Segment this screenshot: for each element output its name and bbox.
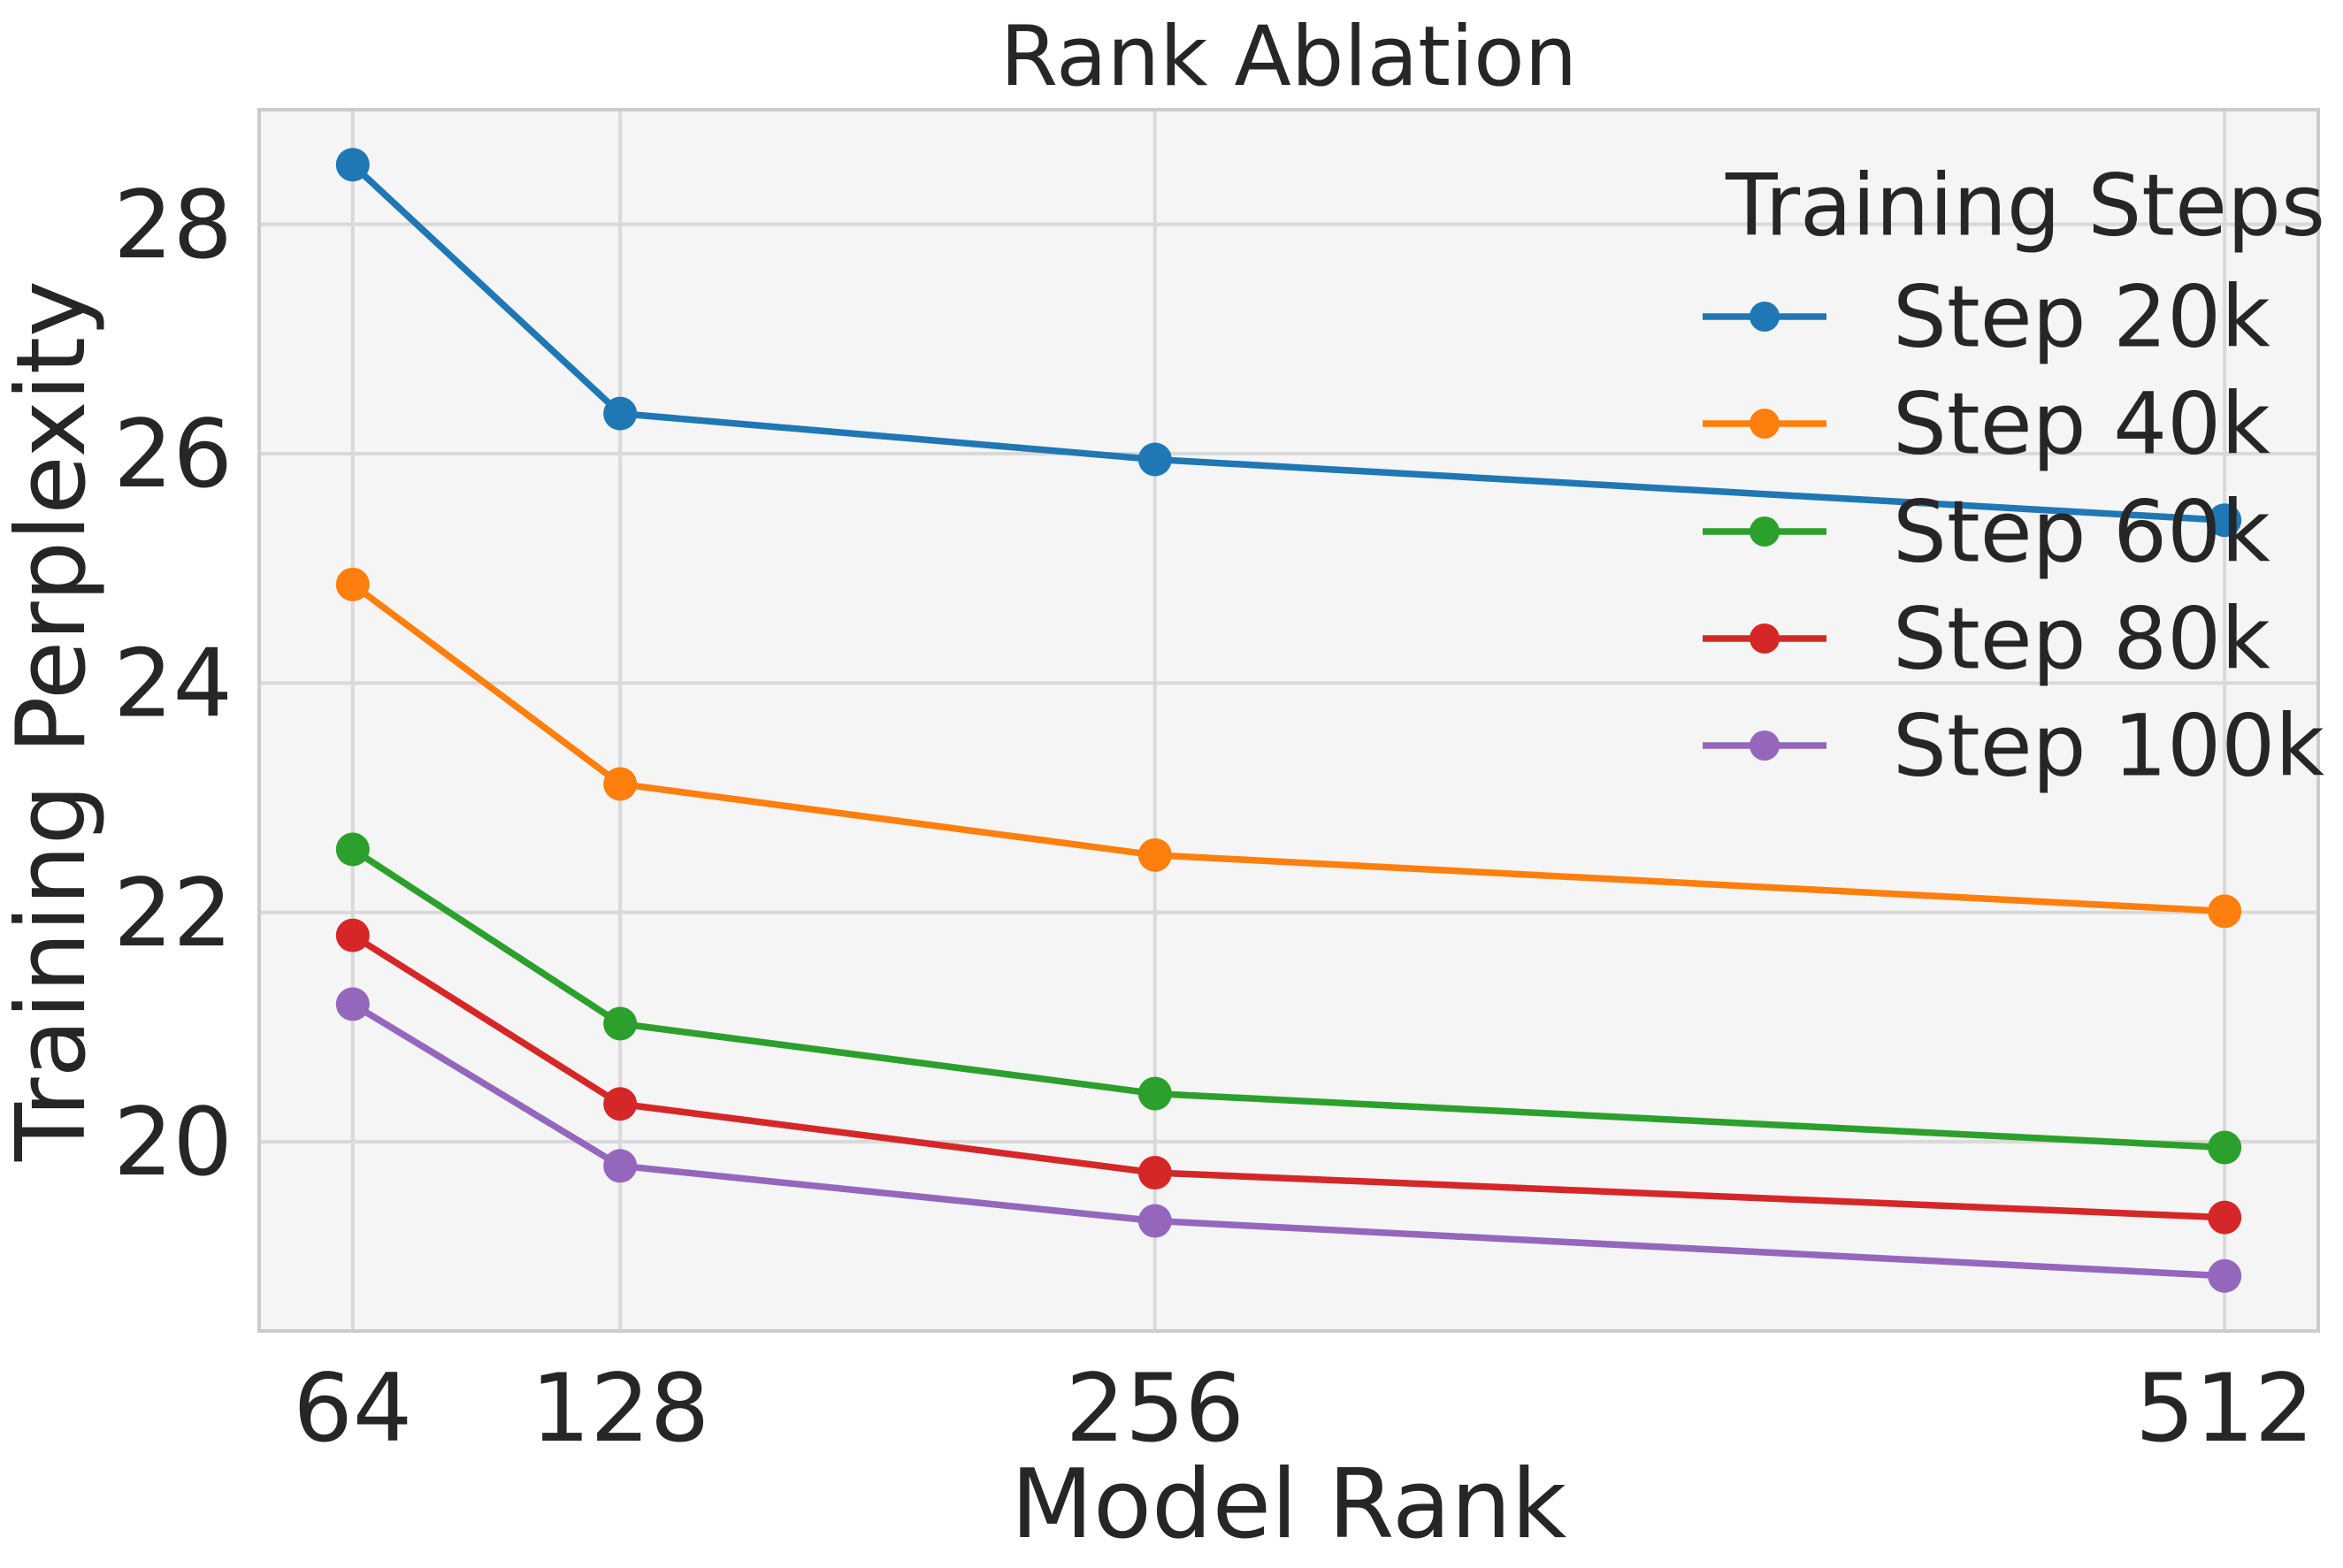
x-tick-label-64: 64 [293,1354,412,1463]
data-point-step-80k-rank-512 [2208,1200,2242,1235]
legend-sample-marker-step-20k [1750,302,1780,332]
legend-label-step-40k: Step 40k [1893,375,2270,474]
legend-label-step-60k: Step 60k [1893,483,2270,582]
chart-title: Rank Ablation [1000,9,1578,105]
data-point-step-60k-rank-128 [603,1006,638,1041]
legend-entry-step-40k: Step 40k [1703,375,2270,474]
data-point-step-60k-rank-64 [335,832,370,867]
data-point-step-80k-rank-128 [603,1087,638,1121]
data-point-step-40k-rank-256 [1137,838,1172,872]
plot-frame [257,108,2320,1333]
y-tick-label-24: 24 [113,629,233,738]
series-line-step-40k [349,581,2228,915]
y-tick-label-26: 26 [113,400,233,509]
data-point-step-100k-rank-64 [335,987,370,1021]
x-tick-label-512: 512 [2135,1354,2314,1463]
legend-label-step-80k: Step 80k [1893,590,2270,689]
data-point-step-80k-rank-256 [1137,1156,1172,1190]
data-point-step-20k-rank-64 [335,148,370,182]
y-tick-label-20: 20 [113,1088,233,1197]
plot-background-layer [259,110,2318,1331]
data-point-step-100k-rank-128 [603,1149,638,1183]
data-point-step-20k-rank-256 [1137,442,1172,477]
tick-label-layer: 64 128 256 512 20 22 24 26 28 [113,171,2314,1463]
plot-frame-layer [257,108,2320,1333]
x-tick-label-256: 256 [1066,1354,1244,1463]
data-point-step-40k-rank-64 [335,567,370,601]
x-axis-label: Model Rank [1011,1449,1567,1560]
legend-label-step-100k: Step 100k [1893,697,2324,796]
legend-entry-step-20k: Step 20k [1703,268,2270,367]
legend-sample-marker-step-80k [1750,623,1780,654]
data-point-step-80k-rank-64 [335,918,370,952]
data-point-step-20k-rank-128 [603,396,638,431]
legend-entry-step-100k: Step 100k [1703,697,2324,796]
series-line-step-60k [349,845,2228,1151]
data-point-step-100k-rank-256 [1137,1204,1172,1238]
series-layer [335,148,2242,1293]
data-point-step-60k-rank-512 [2208,1130,2242,1165]
y-tick-label-28: 28 [113,171,233,279]
series-line-step-100k [349,1000,2228,1280]
data-point-step-20k-rank-512 [2208,503,2242,538]
legend-title: Training Steps [1725,157,2325,256]
legend-sample-marker-step-40k [1750,409,1780,439]
data-point-step-40k-rank-128 [603,767,638,801]
legend-sample-marker-step-60k [1750,516,1780,547]
axes-background [259,110,2318,1331]
data-point-step-100k-rank-512 [2208,1258,2242,1293]
data-point-step-40k-rank-512 [2208,894,2242,929]
legend-label-step-20k: Step 20k [1893,268,2270,367]
gridline-layer [259,110,2318,1331]
legend-entry-step-80k: Step 80k [1703,590,2270,689]
x-tick-label-128: 128 [531,1354,709,1463]
legend-sample-marker-step-100k [1750,730,1780,761]
series-line-step-80k [349,931,2228,1221]
series-line-step-20k [349,161,2228,524]
y-axis-label: Training Perplexity [0,280,107,1162]
legend-entry-step-60k: Step 60k [1703,483,2270,582]
data-point-step-60k-rank-256 [1137,1076,1172,1111]
y-tick-label-22: 22 [113,859,233,968]
